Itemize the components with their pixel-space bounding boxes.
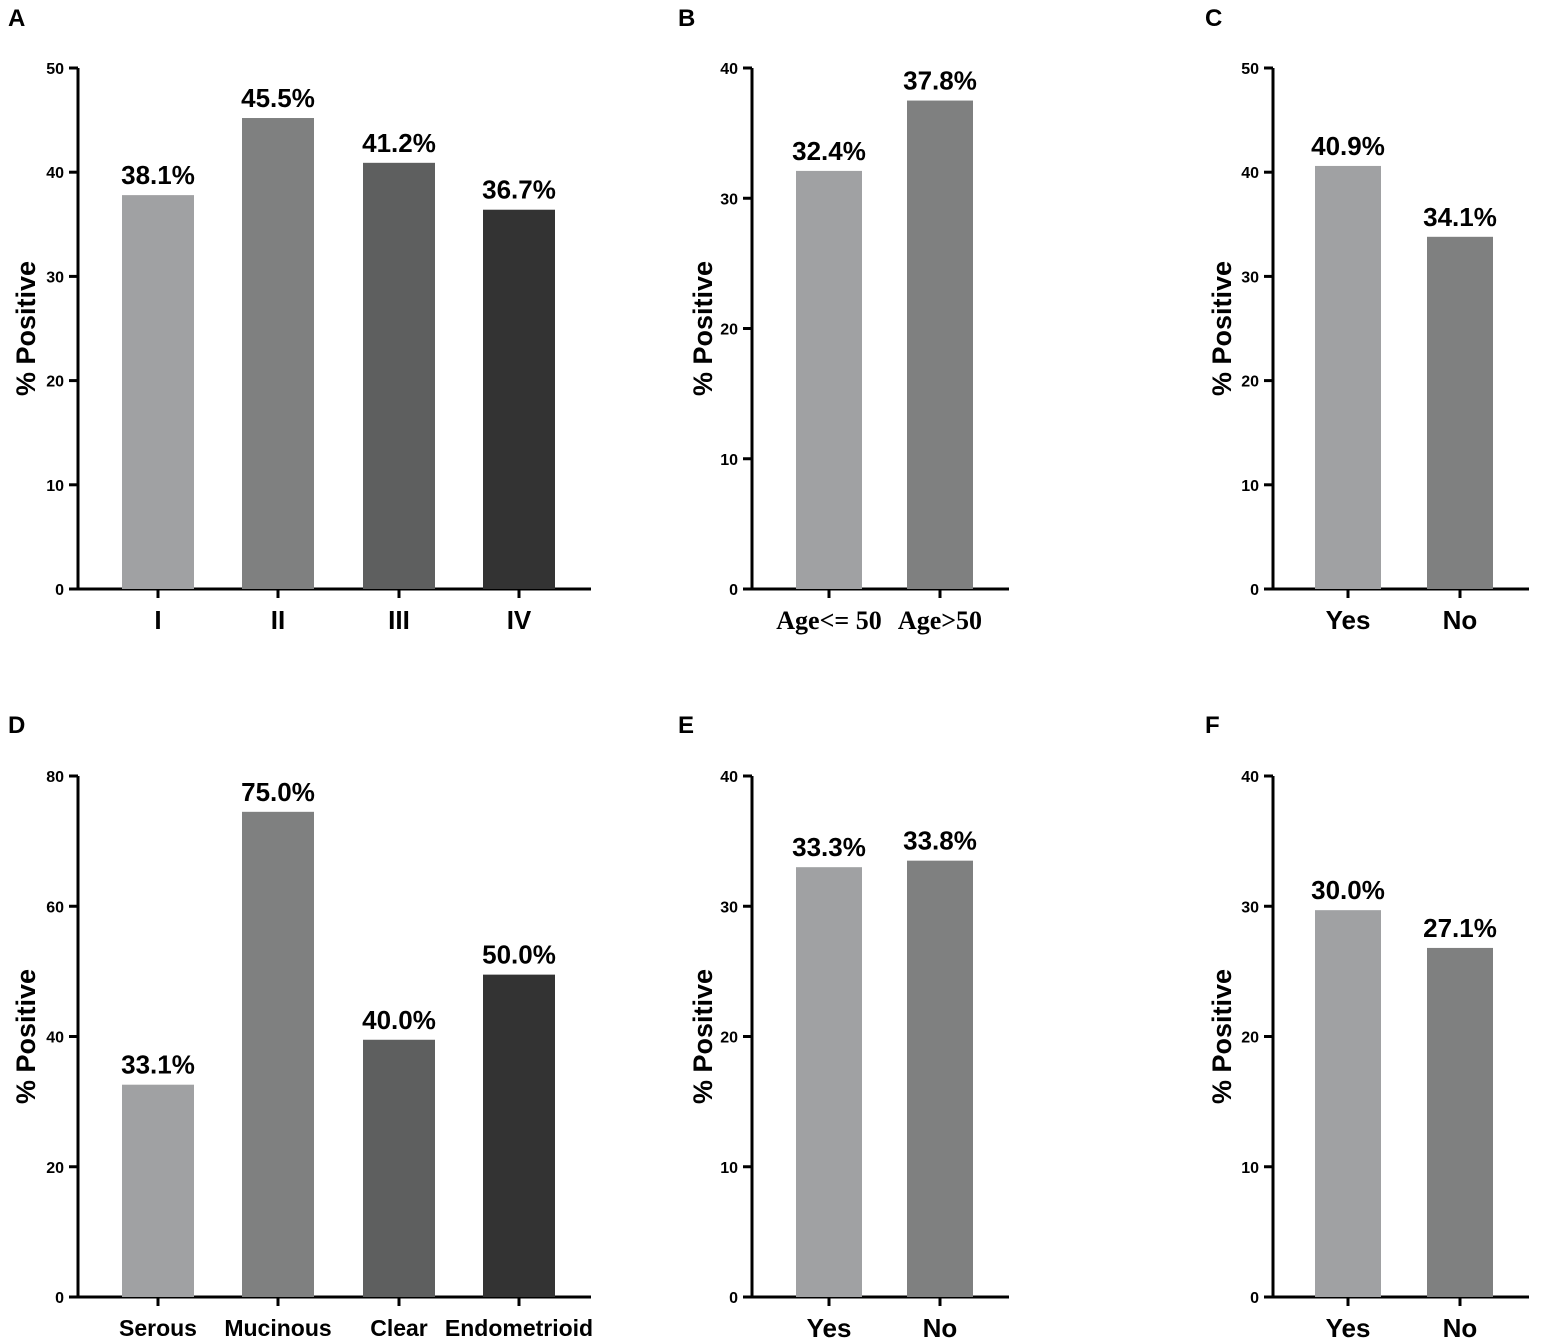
panel-e-data-label-1: 33.3% — [792, 832, 866, 862]
panel-f-ytick-label: 20 — [1241, 1030, 1259, 1047]
panel-e-ytick-label: 30 — [720, 899, 738, 916]
panel-f: F 0 10 20 30 40 % Positive 30.0% Yes 27.1% No — [1205, 712, 1529, 1343]
panel-f-ytick-label: 0 — [1250, 1290, 1259, 1307]
panel-d-xtick-label-2: Mucinous — [224, 1315, 331, 1341]
panel-e-bar-2 — [907, 860, 973, 1297]
panel-a-ytick-label: 40 — [46, 165, 64, 182]
panel-a-ytick-label: 30 — [46, 269, 64, 286]
panel-e-ytick-label: 10 — [720, 1160, 738, 1177]
panel-b-bar-2 — [907, 100, 973, 589]
panel-e-ytick-label: 0 — [729, 1290, 738, 1307]
panel-f-data-label-1: 30.0% — [1311, 875, 1385, 905]
panel-f-ytick-label: 10 — [1241, 1160, 1259, 1177]
panel-c-ytick-label: 10 — [1241, 478, 1259, 495]
panel-d-data-label-3: 40.0% — [362, 1005, 436, 1035]
panel-a-y-axis-label: % Positive — [11, 261, 41, 396]
panel-b-data-label-2: 37.8% — [903, 66, 977, 96]
panel-f-ytick-label: 30 — [1241, 899, 1259, 916]
panel-a-data-label-4: 36.7% — [482, 175, 556, 205]
panel-f-ytick-label: 40 — [1241, 769, 1259, 786]
panel-a-xtick-label-3: III — [388, 605, 410, 635]
panel-d-ytick-label: 20 — [46, 1160, 64, 1177]
panel-c-ytick-label: 0 — [1250, 582, 1259, 599]
panel-f-data-label-2: 27.1% — [1423, 913, 1497, 943]
panel-b-ytick-label: 10 — [720, 452, 738, 469]
panel-a-bar-3 — [363, 162, 435, 589]
panel-a-xtick-label-2: II — [271, 605, 285, 635]
panel-d-data-label-4: 50.0% — [482, 940, 556, 970]
panel-f-bar-1 — [1315, 910, 1381, 1297]
panel-a-bar-1 — [122, 195, 194, 589]
panel-a-ytick-label: 20 — [46, 374, 64, 391]
panel-c-ytick-label: 20 — [1241, 374, 1259, 391]
panel-f-bar-2 — [1427, 947, 1493, 1297]
panel-e-bar-1 — [796, 867, 862, 1297]
panel-d-bar-4 — [483, 974, 555, 1297]
panel-a-ytick-label: 50 — [46, 61, 64, 78]
panel-d-letter: D — [8, 712, 25, 739]
panel-d-xtick-label-1: Serous — [119, 1315, 197, 1341]
panel-d-ytick-label: 60 — [46, 899, 64, 916]
panel-d-data-label-1: 33.1% — [121, 1050, 195, 1080]
panel-c-ytick-label: 30 — [1241, 269, 1259, 286]
panel-d-y-axis-label: % Positive — [11, 969, 41, 1104]
panel-e-ytick-label: 40 — [720, 769, 738, 786]
panel-c-data-label-1: 40.9% — [1311, 131, 1385, 161]
panel-c-bar-2 — [1427, 236, 1493, 589]
panel-d-xtick-label-4: Endometrioid — [445, 1315, 593, 1341]
panel-a-data-label-1: 38.1% — [121, 160, 195, 190]
panel-d-bar-1 — [122, 1084, 194, 1297]
panel-a-letter: A — [8, 5, 25, 32]
panel-a-xtick-label-4: IV — [507, 605, 532, 635]
panel-c-xtick-label-2: No — [1443, 605, 1478, 635]
panel-a-bar-2 — [242, 118, 314, 590]
panel-b-ytick-label: 40 — [720, 61, 738, 78]
panel-a-ytick-label: 0 — [55, 582, 64, 599]
panel-d: D 0 20 40 60 80 % Positive 33.1% Serous 75.0% Muci… — [8, 712, 593, 1341]
panel-b-bar-1 — [796, 170, 862, 589]
panel-b-ytick-label: 0 — [729, 582, 738, 599]
panel-d-bar-3 — [363, 1039, 435, 1297]
panel-d-ytick-label: 40 — [46, 1030, 64, 1047]
panel-b-ytick-label: 20 — [720, 322, 738, 339]
panel-b-letter: B — [678, 5, 695, 32]
panel-e-letter: E — [678, 712, 694, 739]
panel-f-letter: F — [1205, 712, 1220, 739]
panel-f-y-axis-label: % Positive — [1207, 969, 1237, 1104]
panel-a-data-label-2: 45.5% — [241, 83, 315, 113]
panel-b-xtick-label-2: Age>50 — [898, 606, 982, 635]
panel-d-xtick-label-3: Clear — [370, 1315, 428, 1341]
panel-d-ytick-label: 0 — [55, 1290, 64, 1307]
panel-a-data-label-3: 41.2% — [362, 128, 436, 158]
panel-f-xtick-label-1: Yes — [1326, 1313, 1371, 1343]
panel-e: E 0 10 20 30 40 % Positive 33.3% Yes 33.8% No — [678, 712, 1009, 1343]
panel-c-ytick-label: 40 — [1241, 165, 1259, 182]
panel-f-xtick-label-2: No — [1443, 1313, 1478, 1343]
panel-c-ytick-label: 50 — [1241, 61, 1259, 78]
panel-a: A 0 10 20 30 40 50 % Positive 38.1% I 45.5% II 41.2%… — [8, 5, 591, 635]
panel-a-ytick-label: 10 — [46, 478, 64, 495]
panel-e-ytick-label: 20 — [720, 1030, 738, 1047]
panel-e-data-label-2: 33.8% — [903, 826, 977, 856]
panel-c-data-label-2: 34.1% — [1423, 202, 1497, 232]
panel-c-y-axis-label: % Positive — [1207, 261, 1237, 396]
panel-d-data-label-2: 75.0% — [241, 777, 315, 807]
panel-e-xtick-label-2: No — [923, 1313, 958, 1343]
panel-b: B 0 10 20 30 40 % Positive 32.4% Age<= 50 37.8% Ag… — [678, 5, 1009, 635]
panel-e-xtick-label-1: Yes — [807, 1313, 852, 1343]
panel-e-y-axis-label: % Positive — [688, 969, 718, 1104]
panel-d-ytick-label: 80 — [46, 769, 64, 786]
panel-c-letter: C — [1205, 5, 1222, 32]
panel-c-bar-1 — [1315, 165, 1381, 589]
panel-b-ytick-label: 30 — [720, 191, 738, 208]
panel-d-bar-2 — [242, 811, 314, 1297]
panel-a-bar-4 — [483, 209, 555, 589]
panel-b-xtick-label-1: Age<= 50 — [776, 606, 881, 635]
panel-b-data-label-1: 32.4% — [792, 136, 866, 166]
panel-c: C 0 10 20 30 40 50 % Positive 40.9% Yes 34.1% No — [1205, 5, 1529, 635]
panel-c-xtick-label-1: Yes — [1326, 605, 1371, 635]
panel-b-y-axis-label: % Positive — [688, 261, 718, 396]
panel-a-xtick-label-1: I — [154, 605, 161, 635]
